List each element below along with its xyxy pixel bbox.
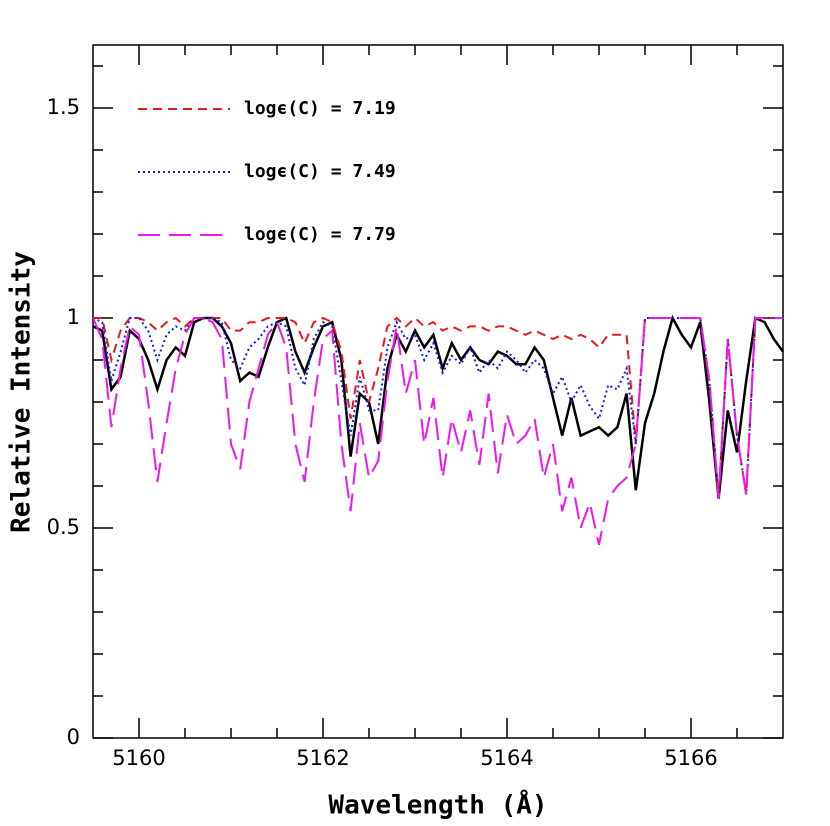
x-tick-label: 5162 [296,746,349,770]
legend-label: logϵ(C) = 7.19 [244,98,396,119]
legend-label: logϵ(C) = 7.79 [244,224,396,245]
spectrum-line [93,317,783,499]
x-tick-label: 5164 [480,746,533,770]
y-axis-label: Relative Intensity [7,251,37,533]
y-tick-label: 1 [67,305,80,329]
spectrum-line [93,314,783,499]
legend-label: logϵ(C) = 7.49 [244,161,396,182]
spectrum-line [93,316,783,499]
x-tick-label: 5160 [112,746,165,770]
y-tick-label: 0.5 [47,515,80,539]
y-tick-label: 0 [67,725,80,749]
plot-frame [92,44,784,739]
plot-lines [93,314,783,546]
x-axis-label: Wavelength (Å) [328,789,547,821]
spectrum-line [93,317,783,546]
y-tick-label: 1.5 [47,95,80,119]
x-tick-label: 5166 [664,746,717,770]
